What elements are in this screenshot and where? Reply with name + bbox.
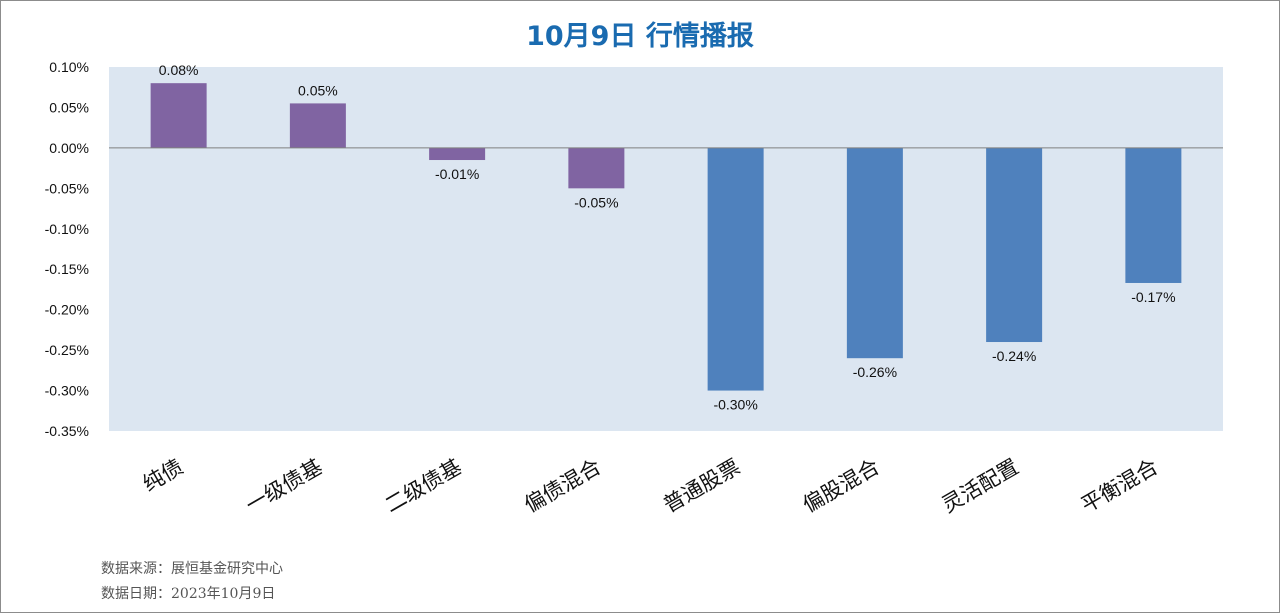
bar: [289, 103, 346, 148]
data-label: 0.05%: [298, 82, 338, 98]
plot-area: [109, 67, 1223, 431]
bar: [986, 147, 1043, 343]
data-label: -0.17%: [1131, 289, 1175, 305]
category-label: 一级债基: [242, 455, 327, 518]
category-label: 偏债混合: [520, 455, 605, 518]
y-tick-label: -0.20%: [45, 302, 89, 318]
y-axis: 0.10% 0.05% 0.00% -0.05% -0.10% -0.15% -0.20% -…: [45, 59, 89, 439]
y-tick-label: -0.05%: [45, 180, 89, 196]
y-tick-label: -0.35%: [45, 423, 89, 439]
data-date-note: 数据日期：2023年10月9日: [101, 586, 275, 602]
bar: [707, 147, 764, 391]
y-tick-label: -0.30%: [45, 383, 89, 399]
data-label: 0.08%: [159, 62, 199, 78]
y-tick-label: 0.05%: [49, 99, 89, 115]
bar: [568, 147, 625, 189]
bars: [150, 83, 1182, 391]
bar: [429, 147, 486, 161]
bar: [150, 83, 207, 148]
y-tick-label: -0.10%: [45, 221, 89, 237]
data-label: -0.26%: [853, 364, 897, 380]
data-label: -0.01%: [435, 166, 479, 182]
category-label: 平衡混合: [1077, 455, 1162, 518]
x-axis: 纯债 一级债基 二级债基 偏债混合 普通股票 偏股混合 灵活配置 平衡混合: [139, 455, 1162, 518]
data-labels: 0.08% 0.05% -0.01% -0.05% -0.30% -0.26% -0.24%…: [159, 62, 1176, 412]
data-source-note: 数据来源：展恒基金研究中心: [101, 560, 283, 577]
category-label: 普通股票: [659, 455, 744, 518]
data-label: -0.30%: [713, 397, 757, 413]
bar: [1125, 147, 1182, 283]
y-tick-label: 0.10%: [49, 59, 89, 75]
bar: [846, 147, 903, 359]
y-tick-label: -0.15%: [45, 261, 89, 277]
category-label: 偏股混合: [799, 455, 884, 518]
data-label: -0.05%: [574, 194, 618, 210]
category-label: 二级债基: [381, 455, 466, 518]
y-tick-label: -0.25%: [45, 342, 89, 358]
y-tick-label: 0.00%: [49, 140, 89, 156]
category-label: 纯债: [139, 455, 187, 497]
data-label: -0.24%: [992, 348, 1036, 364]
category-label: 灵活配置: [938, 455, 1023, 518]
chart-title: 10月9日 行情播报: [526, 20, 754, 52]
